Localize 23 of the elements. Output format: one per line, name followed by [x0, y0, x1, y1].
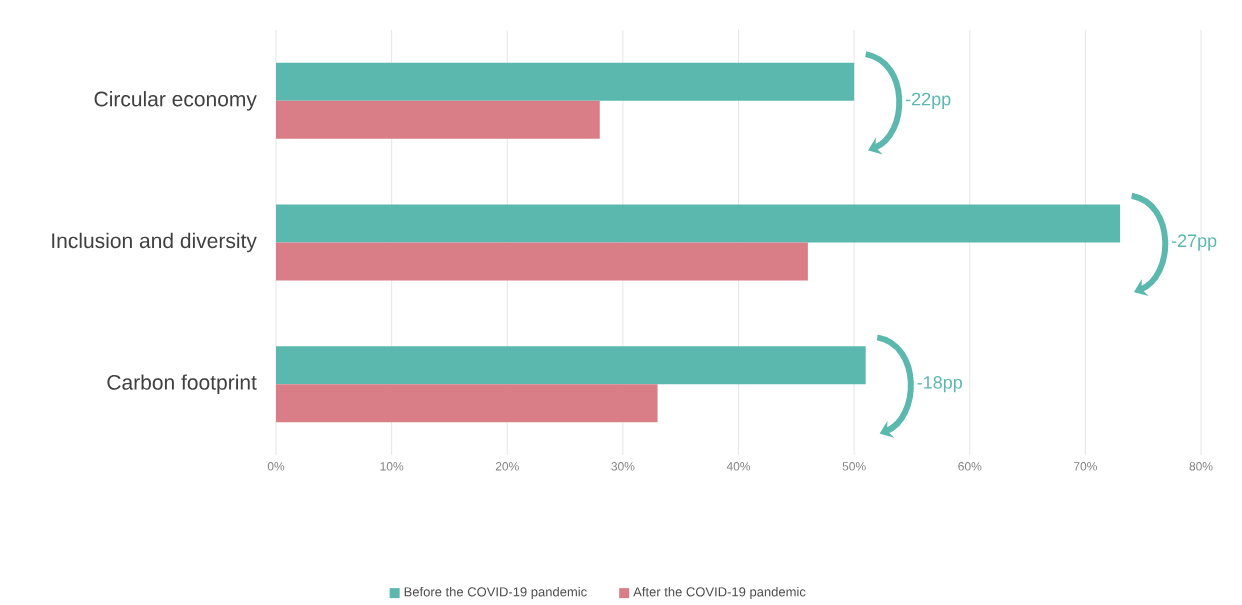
bar [276, 100, 600, 139]
x-tick-label: 10% [380, 462, 404, 471]
x-tick-label: 20% [495, 462, 519, 471]
bar [276, 384, 658, 423]
x-tick-label: 50% [842, 462, 866, 471]
bar [276, 204, 1121, 243]
bar [276, 346, 866, 385]
x-tick-label: 80% [1189, 462, 1213, 471]
y-tick-label: Carbon footprint [107, 374, 257, 394]
annotation: -18pp [917, 376, 962, 393]
y-tick-label: Circular economy [94, 91, 257, 111]
legend-label: After the COVID-19 pandemic [633, 586, 806, 600]
x-tick-label: 70% [1074, 462, 1097, 471]
bar [276, 62, 855, 101]
x-tick-label: 60% [958, 462, 982, 471]
x-tick-label: 0% [267, 462, 285, 471]
legend-label: Before the COVID-19 pandemic [404, 586, 587, 600]
x-tick-label: 30% [611, 462, 635, 471]
annotation: -22pp [905, 92, 951, 109]
x-tick-label: 40% [726, 462, 751, 471]
annotation: -27pp [1171, 234, 1217, 251]
bar [276, 242, 808, 281]
y-tick-label: Inclusion and diversity [52, 232, 257, 253]
